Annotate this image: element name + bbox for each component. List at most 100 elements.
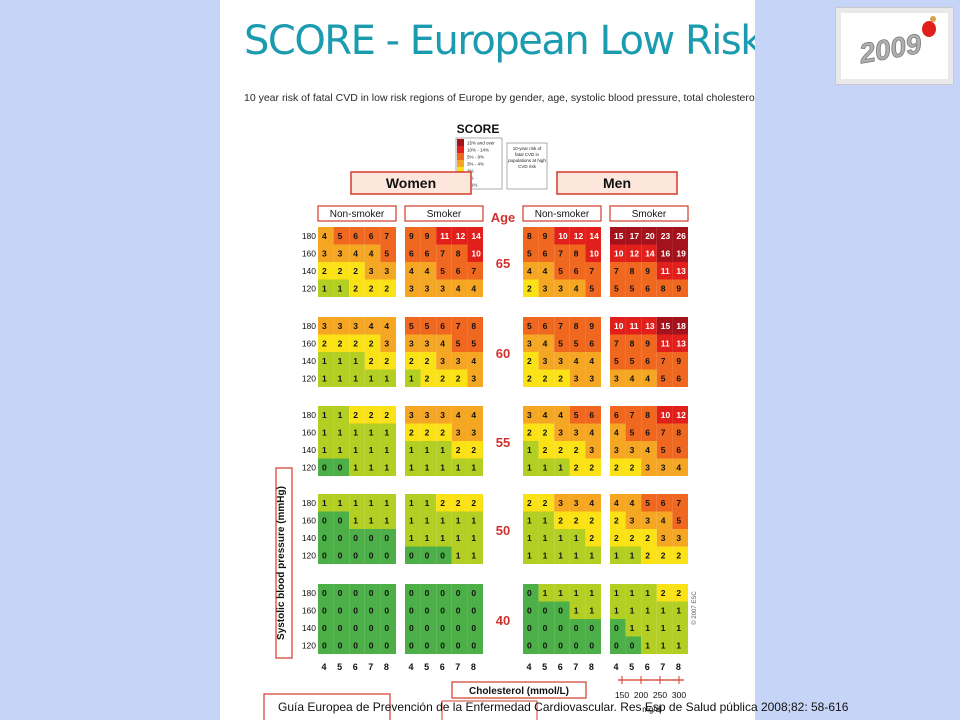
risk-value: 8 <box>645 410 650 420</box>
risk-cell <box>538 458 555 476</box>
age-label: 65 <box>496 256 510 271</box>
risk-cell <box>380 458 396 476</box>
risk-cell <box>610 494 626 512</box>
risk-value: 3 <box>614 445 619 455</box>
risk-value: 1 <box>338 356 343 366</box>
risk-value: 4 <box>614 428 619 438</box>
risk-value: 1 <box>589 606 594 616</box>
risk-cell <box>641 494 657 512</box>
risk-value: 4 <box>527 266 532 276</box>
risk-value: 7 <box>558 249 563 259</box>
cholesterol-tick: 7 <box>368 662 373 672</box>
risk-value: 2 <box>527 284 532 294</box>
risk-cell <box>656 423 673 441</box>
risk-cell <box>451 458 468 476</box>
risk-cell <box>318 636 334 654</box>
risk-cell <box>467 279 483 297</box>
legend-swatch <box>457 160 464 167</box>
risk-cell <box>625 279 642 297</box>
sbp-row-label: 180 <box>302 231 316 241</box>
risk-cell <box>610 244 626 262</box>
risk-cell <box>467 619 483 637</box>
risk-value: 1 <box>558 533 563 543</box>
risk-cell <box>585 441 601 459</box>
risk-value: 8 <box>661 284 666 294</box>
risk-value: 1 <box>384 463 389 473</box>
risk-cell <box>610 441 626 459</box>
risk-value: 0 <box>471 588 476 598</box>
risk-cell <box>538 406 555 424</box>
risk-value: 1 <box>543 463 548 473</box>
risk-cell <box>656 458 673 476</box>
risk-cell <box>380 352 396 370</box>
risk-value: 4 <box>456 410 461 420</box>
risk-value: 1 <box>630 623 635 633</box>
risk-cell <box>538 584 555 602</box>
risk-value: 12 <box>574 231 584 241</box>
risk-cell <box>436 317 452 335</box>
risk-cell <box>656 529 673 547</box>
risk-value: 2 <box>322 266 327 276</box>
risk-value: 5 <box>558 339 563 349</box>
risk-cell <box>467 227 483 245</box>
risk-cell <box>451 584 468 602</box>
risk-cell <box>349 352 365 370</box>
risk-value: 1 <box>471 533 476 543</box>
risk-value: 9 <box>676 356 681 366</box>
x-axis-label: Cholesterol (mmol/L) <box>451 681 587 699</box>
risk-value: 6 <box>661 498 666 508</box>
cholesterol-tick: 5 <box>337 662 342 672</box>
risk-cell <box>538 511 555 529</box>
risk-value: 5 <box>338 231 343 241</box>
risk-cell <box>554 406 570 424</box>
risk-value: 1 <box>589 551 594 561</box>
risk-cell <box>420 458 437 476</box>
risk-value: 1 <box>574 606 579 616</box>
risk-value: 3 <box>574 374 579 384</box>
risk-cell <box>610 636 626 654</box>
risk-cell <box>364 619 381 637</box>
risk-cell <box>585 352 601 370</box>
risk-value: 2 <box>440 374 445 384</box>
risk-value: 7 <box>614 339 619 349</box>
cholesterol-tick: 7 <box>660 662 665 672</box>
risk-value: 0 <box>614 623 619 633</box>
risk-value: 0 <box>425 551 430 561</box>
risk-cell <box>538 441 555 459</box>
risk-cell <box>641 352 657 370</box>
risk-value: 1 <box>409 516 414 526</box>
risk-value: 1 <box>322 428 327 438</box>
risk-cell <box>380 317 396 335</box>
risk-value: 0 <box>322 551 327 561</box>
risk-cell <box>405 317 421 335</box>
risk-value: 3 <box>543 284 548 294</box>
risk-value: 0 <box>338 516 343 526</box>
risk-cell <box>380 334 396 352</box>
risk-cell <box>364 546 381 564</box>
risk-value: 0 <box>338 606 343 616</box>
risk-value: 0 <box>322 606 327 616</box>
risk-cell <box>569 423 586 441</box>
risk-cell <box>569 262 586 280</box>
risk-value: 1 <box>409 498 414 508</box>
cholesterol-tick: 4 <box>526 662 531 672</box>
risk-value: 1 <box>425 516 430 526</box>
risk-value: 9 <box>645 266 650 276</box>
risk-cell <box>405 369 421 387</box>
risk-cell <box>641 511 657 529</box>
risk-cell <box>405 636 421 654</box>
risk-cell <box>318 244 334 262</box>
risk-cell <box>538 619 555 637</box>
sbp-row-label: 180 <box>302 588 316 598</box>
svg-text:Cholesterol (mmol/L): Cholesterol (mmol/L) <box>469 686 569 697</box>
risk-value: 2 <box>440 428 445 438</box>
cholesterol-tick: 6 <box>440 662 445 672</box>
risk-value: 5 <box>614 356 619 366</box>
mg-dl-scale: 150 200 250 300 mg/dl <box>615 676 686 714</box>
risk-cell <box>380 529 396 547</box>
risk-cell <box>380 601 396 619</box>
risk-value: 4 <box>543 266 548 276</box>
risk-cell <box>451 406 468 424</box>
risk-value: 0 <box>614 641 619 651</box>
risk-cell <box>318 584 334 602</box>
